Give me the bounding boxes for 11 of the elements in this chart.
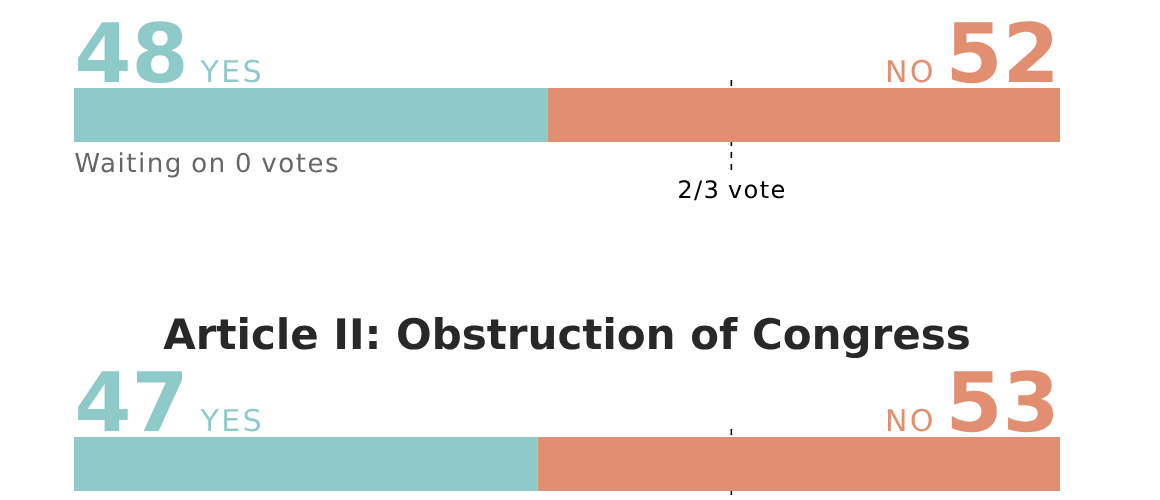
series-label: YES (200, 59, 260, 83)
chart-title: Article II: Obstruction of Congress (163, 317, 969, 359)
data-label: 47 (78, 371, 183, 431)
series-label: YES (200, 408, 260, 432)
data-label: 48 (78, 21, 184, 84)
data-label: 53 (951, 370, 1054, 433)
ref-line-label: 2/3 vote (679, 180, 785, 201)
data-label: 52 (951, 21, 1053, 84)
text: Waiting on 0 votes (75, 152, 338, 178)
series-label: NO (887, 408, 932, 432)
series-label: NO (887, 59, 932, 83)
